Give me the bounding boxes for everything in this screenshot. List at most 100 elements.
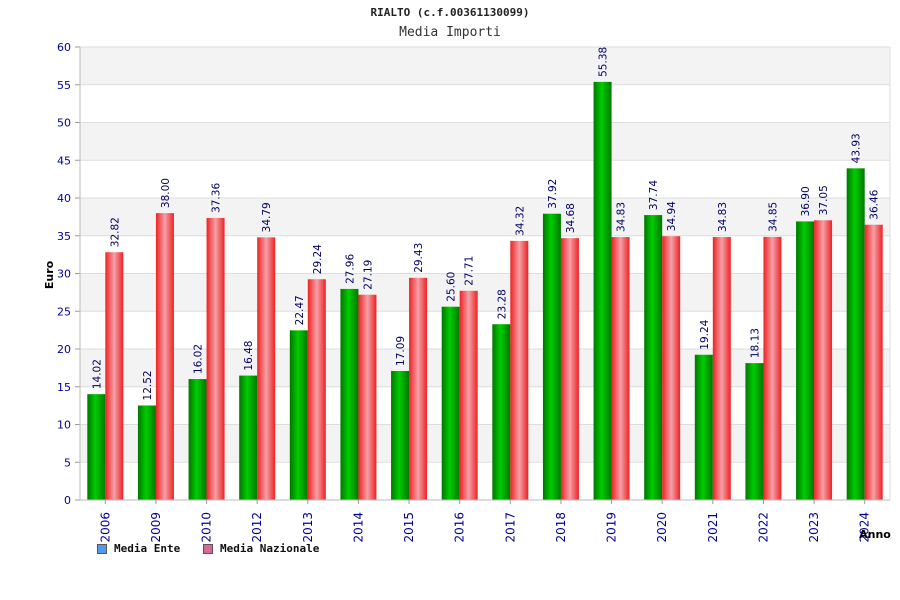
bar-media-ente (441, 306, 460, 500)
data-label-media-nazionale: 29.24 (312, 244, 324, 274)
y-tick-label: 40 (57, 192, 71, 205)
data-label-media-nazionale: 27.71 (464, 256, 476, 286)
x-tick-label: 2021 (706, 512, 720, 543)
bar-media-ente (340, 288, 359, 500)
y-tick-label: 30 (57, 268, 71, 281)
x-tick-label: 2020 (655, 512, 669, 543)
data-label-media-ente: 27.96 (344, 254, 356, 284)
data-label-media-ente: 23.28 (496, 289, 508, 319)
x-tick-label: 2014 (351, 512, 365, 543)
bar-media-nazionale (510, 240, 529, 500)
bar-media-nazionale (307, 279, 326, 500)
bar-media-nazionale (763, 236, 782, 500)
bar-media-nazionale (459, 290, 478, 500)
bar-media-nazionale (611, 237, 630, 500)
data-label-media-ente: 18.13 (749, 328, 761, 358)
bar-media-ente (593, 81, 612, 501)
y-tick-label: 20 (57, 343, 71, 356)
y-tick-label: 0 (64, 494, 71, 507)
legend-swatch-ente (97, 543, 107, 554)
bar-media-ente (846, 168, 865, 501)
bar-media-nazionale (206, 217, 225, 500)
x-tick-label: 2012 (250, 512, 264, 543)
data-label-media-ente: 25.60 (446, 272, 458, 302)
y-axis-label: Euro (43, 260, 56, 289)
data-label-media-nazionale: 34.32 (514, 206, 526, 236)
data-label-media-nazionale: 34.83 (616, 202, 628, 232)
data-label-media-ente: 36.90 (800, 186, 812, 216)
y-tick-label: 5 (64, 456, 71, 469)
y-tick-label: 60 (57, 41, 71, 54)
bar-media-nazionale (814, 220, 833, 500)
legend-item-nazionale: Media Nazionale (203, 542, 319, 555)
grid-band (80, 47, 890, 85)
x-tick-label: 2015 (402, 512, 416, 543)
bar-media-ente (289, 330, 308, 500)
y-tick-label: 15 (57, 381, 71, 394)
x-tick-label: 2013 (301, 512, 315, 543)
bar-media-ente (87, 394, 106, 500)
x-tick-label: 2009 (149, 512, 163, 543)
bar-media-nazionale (105, 252, 124, 500)
x-tick-label: 2023 (807, 512, 821, 543)
data-label-media-nazionale: 34.94 (666, 201, 678, 231)
grid-band (80, 122, 890, 161)
y-tick-label: 25 (57, 305, 71, 318)
bar-media-nazionale (864, 224, 883, 501)
y-tick-label: 10 (57, 419, 71, 432)
chart-subtitle: Media Importi (399, 25, 501, 40)
bar-media-ente (492, 324, 511, 500)
bar-media-ente (239, 375, 258, 500)
legend-label-nazionale: Media Nazionale (220, 542, 320, 555)
data-label-media-nazionale: 34.85 (767, 202, 779, 232)
legend-item-ente: Media Ente (97, 542, 180, 555)
data-label-media-nazionale: 34.79 (261, 202, 273, 232)
data-label-media-nazionale: 34.83 (717, 202, 729, 232)
data-label-media-ente: 37.74 (648, 180, 660, 210)
data-label-media-ente: 37.92 (547, 179, 559, 209)
data-label-media-ente: 16.02 (193, 344, 205, 374)
x-tick-label: 2022 (756, 512, 770, 543)
bar-media-ente (188, 379, 207, 500)
bar-media-nazionale (662, 236, 681, 500)
bar-media-nazionale (409, 277, 428, 500)
x-tick-label: 2019 (605, 512, 619, 543)
data-label-media-nazionale: 37.05 (818, 185, 830, 215)
data-label-media-ente: 55.38 (598, 47, 610, 77)
data-label-media-nazionale: 32.82 (109, 217, 121, 247)
chart-title: RIALTO (c.f.00361130099) (370, 6, 530, 19)
y-tick-label: 50 (57, 117, 71, 130)
x-tick-label: 2018 (554, 512, 568, 543)
x-tick-label: 2006 (98, 512, 112, 543)
data-label-media-ente: 14.02 (91, 359, 103, 389)
bar-media-ente (137, 405, 156, 500)
legend-label-ente: Media Ente (114, 542, 181, 555)
bar-media-nazionale (358, 294, 377, 500)
x-tick-label: 2016 (453, 512, 467, 543)
data-label-media-ente: 19.24 (699, 319, 711, 349)
x-tick-label: 2024 (858, 512, 872, 543)
bar-media-nazionale (712, 237, 731, 500)
data-label-media-nazionale: 37.36 (211, 183, 223, 213)
data-label-media-nazionale: 36.46 (869, 189, 881, 219)
data-label-media-ente: 17.09 (395, 336, 407, 366)
data-label-media-nazionale: 34.68 (565, 203, 577, 233)
y-tick-label: 55 (57, 79, 71, 92)
bar-media-ente (542, 213, 561, 501)
data-label-media-nazionale: 29.43 (413, 243, 425, 273)
data-label-media-ente: 43.93 (851, 133, 863, 163)
bar-media-nazionale (155, 213, 174, 500)
data-label-media-ente: 22.47 (294, 295, 306, 325)
x-axis-label: Anno (859, 528, 891, 541)
y-tick-label: 35 (57, 230, 71, 243)
data-label-media-ente: 16.48 (243, 341, 255, 371)
y-tick-label: 45 (57, 154, 71, 167)
bar-media-ente (694, 354, 713, 500)
legend-swatch-nazionale (203, 543, 213, 554)
x-tick-label: 2017 (503, 512, 517, 543)
bar-media-ente (391, 370, 410, 500)
bar-media-nazionale (560, 238, 579, 500)
data-label-media-ente: 12.52 (142, 370, 154, 400)
